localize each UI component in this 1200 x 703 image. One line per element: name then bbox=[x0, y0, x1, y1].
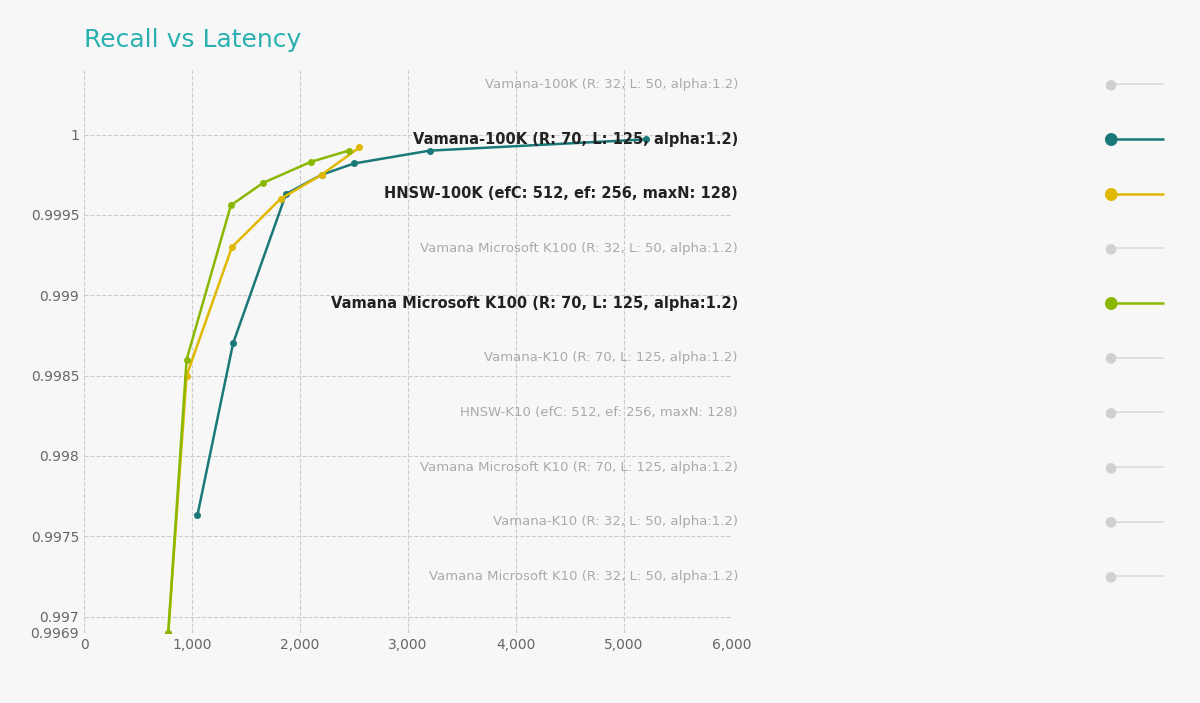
Text: Vamana Microsoft K10 (R: 32, L: 50, alpha:1.2): Vamana Microsoft K10 (R: 32, L: 50, alph… bbox=[428, 570, 738, 583]
Text: ●: ● bbox=[1104, 77, 1116, 91]
Text: Vamana-100K (R: 32, L: 50, alpha:1.2): Vamana-100K (R: 32, L: 50, alpha:1.2) bbox=[485, 78, 738, 91]
Text: ●: ● bbox=[1104, 241, 1116, 255]
Text: ●: ● bbox=[1103, 130, 1117, 148]
Text: Vamana Microsoft K100 (R: 32, L: 50, alpha:1.2): Vamana Microsoft K100 (R: 32, L: 50, alp… bbox=[420, 242, 738, 255]
Text: Vamana-K10 (R: 32, L: 50, alpha:1.2): Vamana-K10 (R: 32, L: 50, alpha:1.2) bbox=[493, 515, 738, 528]
Text: ●: ● bbox=[1103, 294, 1117, 312]
Text: Vamana Microsoft K10 (R: 70, L: 125, alpha:1.2): Vamana Microsoft K10 (R: 70, L: 125, alp… bbox=[420, 460, 738, 474]
Text: Vamana Microsoft K100 (R: 70, L: 125, alpha:1.2): Vamana Microsoft K100 (R: 70, L: 125, al… bbox=[331, 295, 738, 311]
Text: ●: ● bbox=[1104, 569, 1116, 583]
Text: HNSW-100K (efC: 512, ef: 256, maxN: 128): HNSW-100K (efC: 512, ef: 256, maxN: 128) bbox=[384, 186, 738, 201]
Text: ●: ● bbox=[1104, 351, 1116, 365]
Text: Vamana-100K (R: 70, L: 125, alpha:1.2): Vamana-100K (R: 70, L: 125, alpha:1.2) bbox=[413, 131, 738, 146]
Text: ●: ● bbox=[1104, 460, 1116, 474]
Text: HNSW-K10 (efC: 512, ef: 256, maxN: 128): HNSW-K10 (efC: 512, ef: 256, maxN: 128) bbox=[461, 406, 738, 419]
Text: Vamana-K10 (R: 70, L: 125, alpha:1.2): Vamana-K10 (R: 70, L: 125, alpha:1.2) bbox=[485, 352, 738, 364]
Text: ●: ● bbox=[1104, 515, 1116, 529]
Text: ●: ● bbox=[1103, 185, 1117, 202]
Text: Recall vs Latency: Recall vs Latency bbox=[84, 28, 301, 52]
Text: ●: ● bbox=[1104, 406, 1116, 420]
